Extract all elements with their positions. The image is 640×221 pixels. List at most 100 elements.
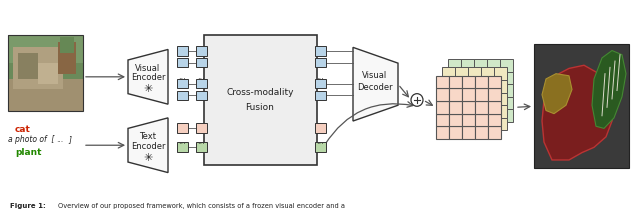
FancyBboxPatch shape [177, 46, 188, 56]
Bar [481, 67, 494, 80]
Bar [488, 76, 501, 88]
Bar [461, 59, 474, 72]
Bar [449, 88, 462, 101]
FancyBboxPatch shape [177, 79, 188, 88]
Bar [481, 93, 494, 105]
Bar [468, 105, 481, 118]
FancyBboxPatch shape [177, 91, 188, 100]
Bar [475, 114, 488, 126]
FancyBboxPatch shape [196, 46, 207, 56]
Bar [474, 72, 487, 84]
FancyBboxPatch shape [196, 58, 207, 67]
Bar [448, 84, 461, 97]
Bar [18, 53, 38, 79]
Bar [8, 79, 83, 110]
Bar [494, 118, 507, 130]
Bar [494, 93, 507, 105]
Bar [500, 97, 513, 109]
Text: Visual: Visual [362, 71, 388, 80]
Text: ]: ] [68, 135, 71, 144]
Bar [449, 126, 462, 139]
Bar [462, 114, 475, 126]
Bar [474, 59, 487, 72]
Bar [60, 37, 74, 53]
Bar [8, 35, 83, 110]
Polygon shape [592, 51, 626, 128]
Bar [462, 126, 475, 139]
Bar [8, 35, 83, 110]
FancyBboxPatch shape [177, 58, 188, 67]
Text: plant: plant [15, 148, 42, 157]
Circle shape [411, 94, 423, 106]
Bar [455, 67, 468, 80]
Bar [461, 72, 474, 84]
FancyBboxPatch shape [315, 142, 326, 152]
Bar [448, 97, 461, 109]
Bar [455, 93, 468, 105]
Polygon shape [128, 118, 168, 173]
Bar [481, 118, 494, 130]
FancyBboxPatch shape [196, 91, 207, 100]
Bar [448, 109, 461, 122]
Bar [461, 97, 474, 109]
Text: Encoder: Encoder [131, 142, 165, 151]
Text: ...: ... [56, 135, 63, 144]
Bar [448, 59, 461, 72]
Bar [494, 105, 507, 118]
Bar [468, 67, 481, 80]
Bar [475, 76, 488, 88]
Bar [442, 105, 455, 118]
Bar [481, 80, 494, 93]
FancyBboxPatch shape [315, 91, 326, 100]
Bar [468, 93, 481, 105]
Bar [461, 109, 474, 122]
Bar [462, 76, 475, 88]
Bar [461, 84, 474, 97]
Bar [488, 88, 501, 101]
Text: Fusion: Fusion [246, 103, 275, 112]
Bar [474, 97, 487, 109]
Text: ...: ... [317, 72, 324, 81]
Text: ✳: ✳ [143, 153, 153, 163]
Text: ...: ... [179, 72, 186, 81]
Bar [494, 80, 507, 93]
Bar [448, 72, 461, 84]
Bar [442, 118, 455, 130]
Bar [487, 72, 500, 84]
FancyBboxPatch shape [177, 123, 188, 133]
Bar [468, 118, 481, 130]
Text: ...: ... [317, 137, 324, 145]
Bar [462, 101, 475, 114]
Bar [487, 97, 500, 109]
Bar [462, 88, 475, 101]
Polygon shape [542, 74, 572, 114]
Text: Decoder: Decoder [357, 83, 393, 92]
Text: ...: ... [198, 72, 205, 81]
Bar [442, 93, 455, 105]
Text: ...: ... [179, 137, 186, 145]
Bar [38, 63, 58, 84]
Bar [436, 114, 449, 126]
Text: Encoder: Encoder [131, 73, 165, 82]
FancyBboxPatch shape [196, 142, 207, 152]
Bar [436, 76, 449, 88]
Bar [475, 126, 488, 139]
FancyBboxPatch shape [177, 142, 188, 152]
Bar [488, 126, 501, 139]
Bar [481, 105, 494, 118]
Bar [475, 101, 488, 114]
FancyBboxPatch shape [196, 123, 207, 133]
Polygon shape [128, 50, 168, 104]
Bar [442, 80, 455, 93]
Bar [442, 67, 455, 80]
Text: Text: Text [140, 132, 157, 141]
Bar [455, 105, 468, 118]
Polygon shape [542, 65, 614, 160]
Bar [455, 80, 468, 93]
Bar [449, 114, 462, 126]
FancyBboxPatch shape [315, 79, 326, 88]
Bar [487, 59, 500, 72]
Bar [436, 101, 449, 114]
Text: Figure 1:: Figure 1: [10, 203, 45, 209]
Text: Overview of our proposed framework, which consists of a frozen visual encoder an: Overview of our proposed framework, whic… [58, 203, 345, 209]
